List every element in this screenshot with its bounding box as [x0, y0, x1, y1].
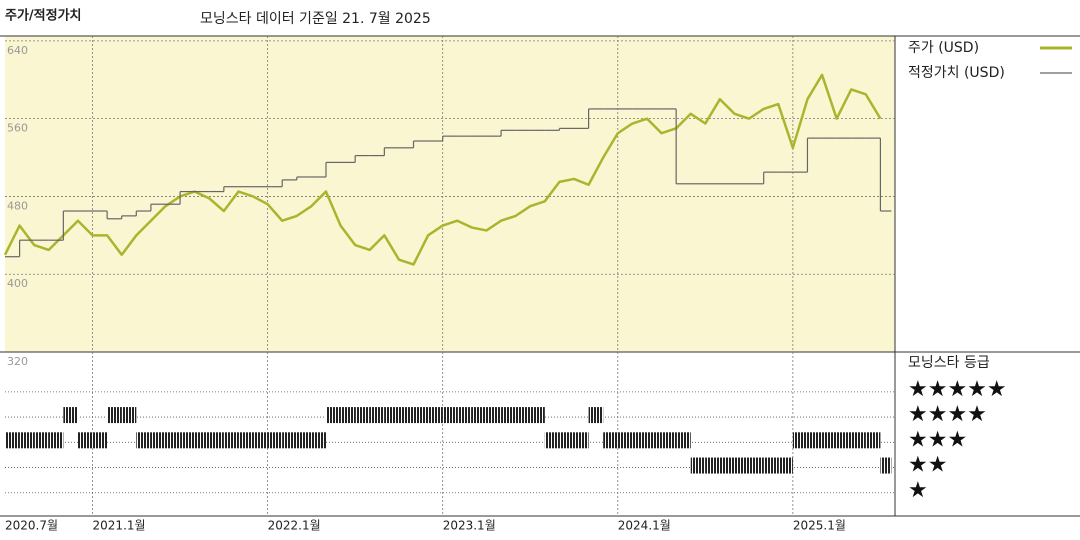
rating-label: ★★★★	[908, 402, 987, 427]
rating-bar	[63, 407, 78, 424]
plot-background	[5, 36, 895, 352]
rating-bar	[180, 432, 195, 449]
rating-bar	[223, 432, 239, 449]
rating-label: ★★★	[908, 427, 967, 452]
rating-bar	[690, 457, 706, 474]
rating-bar	[705, 457, 720, 474]
rating-bar	[734, 457, 750, 474]
rating-bar	[501, 407, 516, 424]
legend-label: 적정가치 (USD)	[908, 65, 1005, 81]
rating-bar	[457, 407, 472, 424]
rating-bar	[34, 432, 49, 449]
x-tick-label: 2025.1월	[793, 519, 846, 533]
rating-bar	[209, 432, 224, 449]
rating-bar	[515, 407, 531, 424]
rating-bar	[661, 432, 677, 449]
rating-bar	[836, 432, 852, 449]
rating-bar	[19, 432, 35, 449]
y-tick-label: 320	[7, 355, 28, 368]
price-line	[3, 73, 882, 266]
rating-bar	[267, 432, 283, 449]
rating-bar	[763, 457, 779, 474]
rating-bar	[150, 432, 166, 449]
y-tick-label: 560	[7, 122, 28, 135]
chart-subtitle: 모닝스타 데이터 기준일 21. 7월 2025	[200, 11, 431, 27]
y-tick-label: 640	[7, 44, 28, 57]
rating-label: ★	[908, 478, 928, 503]
rating-bar	[107, 407, 122, 424]
rating-bar	[5, 432, 20, 449]
rating-bar	[384, 407, 399, 424]
rating-bar	[807, 432, 823, 449]
panel-title: 모닝스타 등급	[908, 355, 990, 371]
rating-bar	[574, 432, 589, 449]
rating-bar	[530, 407, 545, 424]
rating-bar	[48, 432, 64, 449]
rating-bar	[617, 432, 633, 449]
rating-bar	[719, 457, 735, 474]
rating-bar	[486, 407, 502, 424]
y-tick-label: 400	[7, 277, 28, 290]
chart-title: 주가/적정가치	[5, 8, 82, 24]
rating-bar	[121, 407, 137, 424]
rating-bar	[311, 432, 326, 449]
rating-bar	[253, 432, 268, 449]
rating-bar	[851, 432, 866, 449]
rating-bar	[296, 432, 312, 449]
rating-label: ★★	[908, 453, 947, 478]
rating-bar	[238, 432, 254, 449]
rating-bar	[165, 432, 181, 449]
rating-bar	[632, 432, 647, 449]
rating-bar	[676, 432, 691, 449]
x-tick-label: 2020.7월	[5, 519, 58, 533]
rating-bar	[792, 432, 808, 449]
rating-bar	[355, 407, 370, 424]
rating-bar	[413, 407, 429, 424]
rating-bar	[92, 432, 108, 449]
x-tick-label: 2024.1월	[618, 519, 671, 533]
rating-bar	[865, 432, 881, 449]
rating-bar	[282, 432, 297, 449]
rating-bar	[428, 407, 443, 424]
rating-bar	[340, 407, 356, 424]
rating-bar	[588, 407, 604, 424]
x-tick-label: 2023.1월	[443, 519, 496, 533]
rating-bar	[325, 407, 341, 424]
rating-bar	[778, 457, 793, 474]
rating-bar	[136, 432, 151, 449]
rating-bar	[603, 432, 618, 449]
rating-bar	[194, 432, 210, 449]
rating-label: ★★★★★	[908, 377, 1007, 402]
rating-bar	[822, 432, 837, 449]
rating-bar	[880, 457, 892, 474]
rating-bar	[398, 407, 414, 424]
legend-label: 주가 (USD)	[908, 40, 979, 56]
x-tick-label: 2021.1월	[93, 519, 146, 533]
rating-bar	[544, 432, 560, 449]
rating-bar	[559, 432, 575, 449]
rating-bar	[646, 432, 662, 449]
rating-bar	[442, 407, 458, 424]
y-tick-label: 480	[7, 199, 28, 212]
rating-bar	[749, 457, 764, 474]
rating-bar	[369, 407, 385, 424]
rating-bar	[471, 407, 487, 424]
x-tick-label: 2022.1월	[268, 519, 321, 533]
rating-bar	[77, 432, 93, 449]
